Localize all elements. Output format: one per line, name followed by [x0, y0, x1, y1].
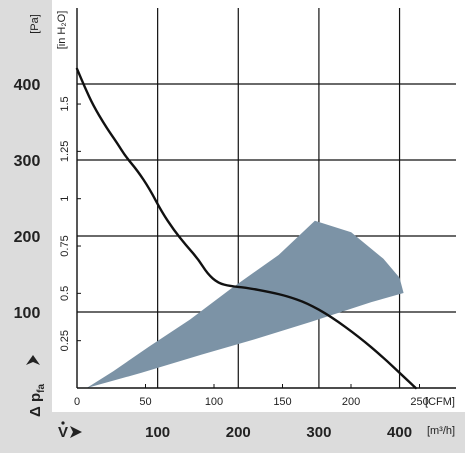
x-cfm-tick-label-200: 200	[342, 396, 360, 408]
x-cfm-unit: [CFM]	[425, 396, 455, 408]
y-axis-arrow-icon	[26, 355, 40, 365]
x-m3h-tick-label-400: 400	[387, 424, 412, 441]
operating-region-layer	[86, 220, 404, 388]
y2-tick-label-1: 1	[59, 196, 71, 202]
y-axis-symbol: Δ pfa	[26, 355, 47, 417]
x-axis-symbol: V	[58, 421, 82, 441]
x-m3h-tick-label-200: 200	[226, 424, 251, 441]
x-cfm-tick-label-100: 100	[205, 396, 223, 408]
curve-layer	[75, 67, 417, 390]
y-axis-symbol-main: Δ p	[27, 393, 44, 417]
performance-curve	[75, 67, 417, 390]
left-axis-panel	[0, 0, 52, 453]
x-axis-symbol-text: V	[58, 424, 68, 441]
y-secondary-unit: [in H₂O]	[56, 11, 68, 50]
y2-tick-label-1.25: 1.25	[59, 141, 71, 162]
x-m3h-tick-label-100: 100	[145, 424, 170, 441]
x-m3h-tick-label-300: 300	[306, 424, 331, 441]
x-cfm-tick-label-150: 150	[273, 396, 291, 408]
y2-tick-label-0.25: 0.25	[59, 330, 71, 351]
x-cfm-tick-label-50: 50	[139, 396, 151, 408]
y-axis-symbol-sub: fa	[36, 384, 47, 393]
y-tick-label-400: 400	[14, 77, 41, 94]
y-tick-label-100: 100	[14, 305, 41, 322]
x-m3h-unit: [m³/h]	[427, 425, 455, 437]
x-cfm-tick-label-250: 250	[410, 396, 428, 408]
secondary-axis-strip	[52, 8, 77, 388]
y2-tick-label-0.75: 0.75	[59, 235, 71, 256]
cfm-axis-strip	[52, 388, 465, 412]
y2-tick-label-1.5: 1.5	[59, 96, 71, 111]
x-axis-arrow-icon	[70, 426, 82, 438]
y2-tick-label-0.5: 0.5	[59, 286, 71, 301]
y-tick-label-300: 300	[14, 153, 41, 170]
axes: 100 200 300 400 100 200 300 400 0 50 100 150 200 250 0…	[14, 8, 456, 441]
operating-region	[86, 220, 404, 388]
y-tick-label-200: 200	[14, 229, 41, 246]
x-cfm-tick-label-0: 0	[74, 396, 80, 408]
svg-text:Δ pfa: Δ pfa	[27, 384, 47, 417]
y-primary-unit: [Pa]	[29, 14, 41, 34]
x-axis-symbol-dot	[61, 421, 65, 425]
